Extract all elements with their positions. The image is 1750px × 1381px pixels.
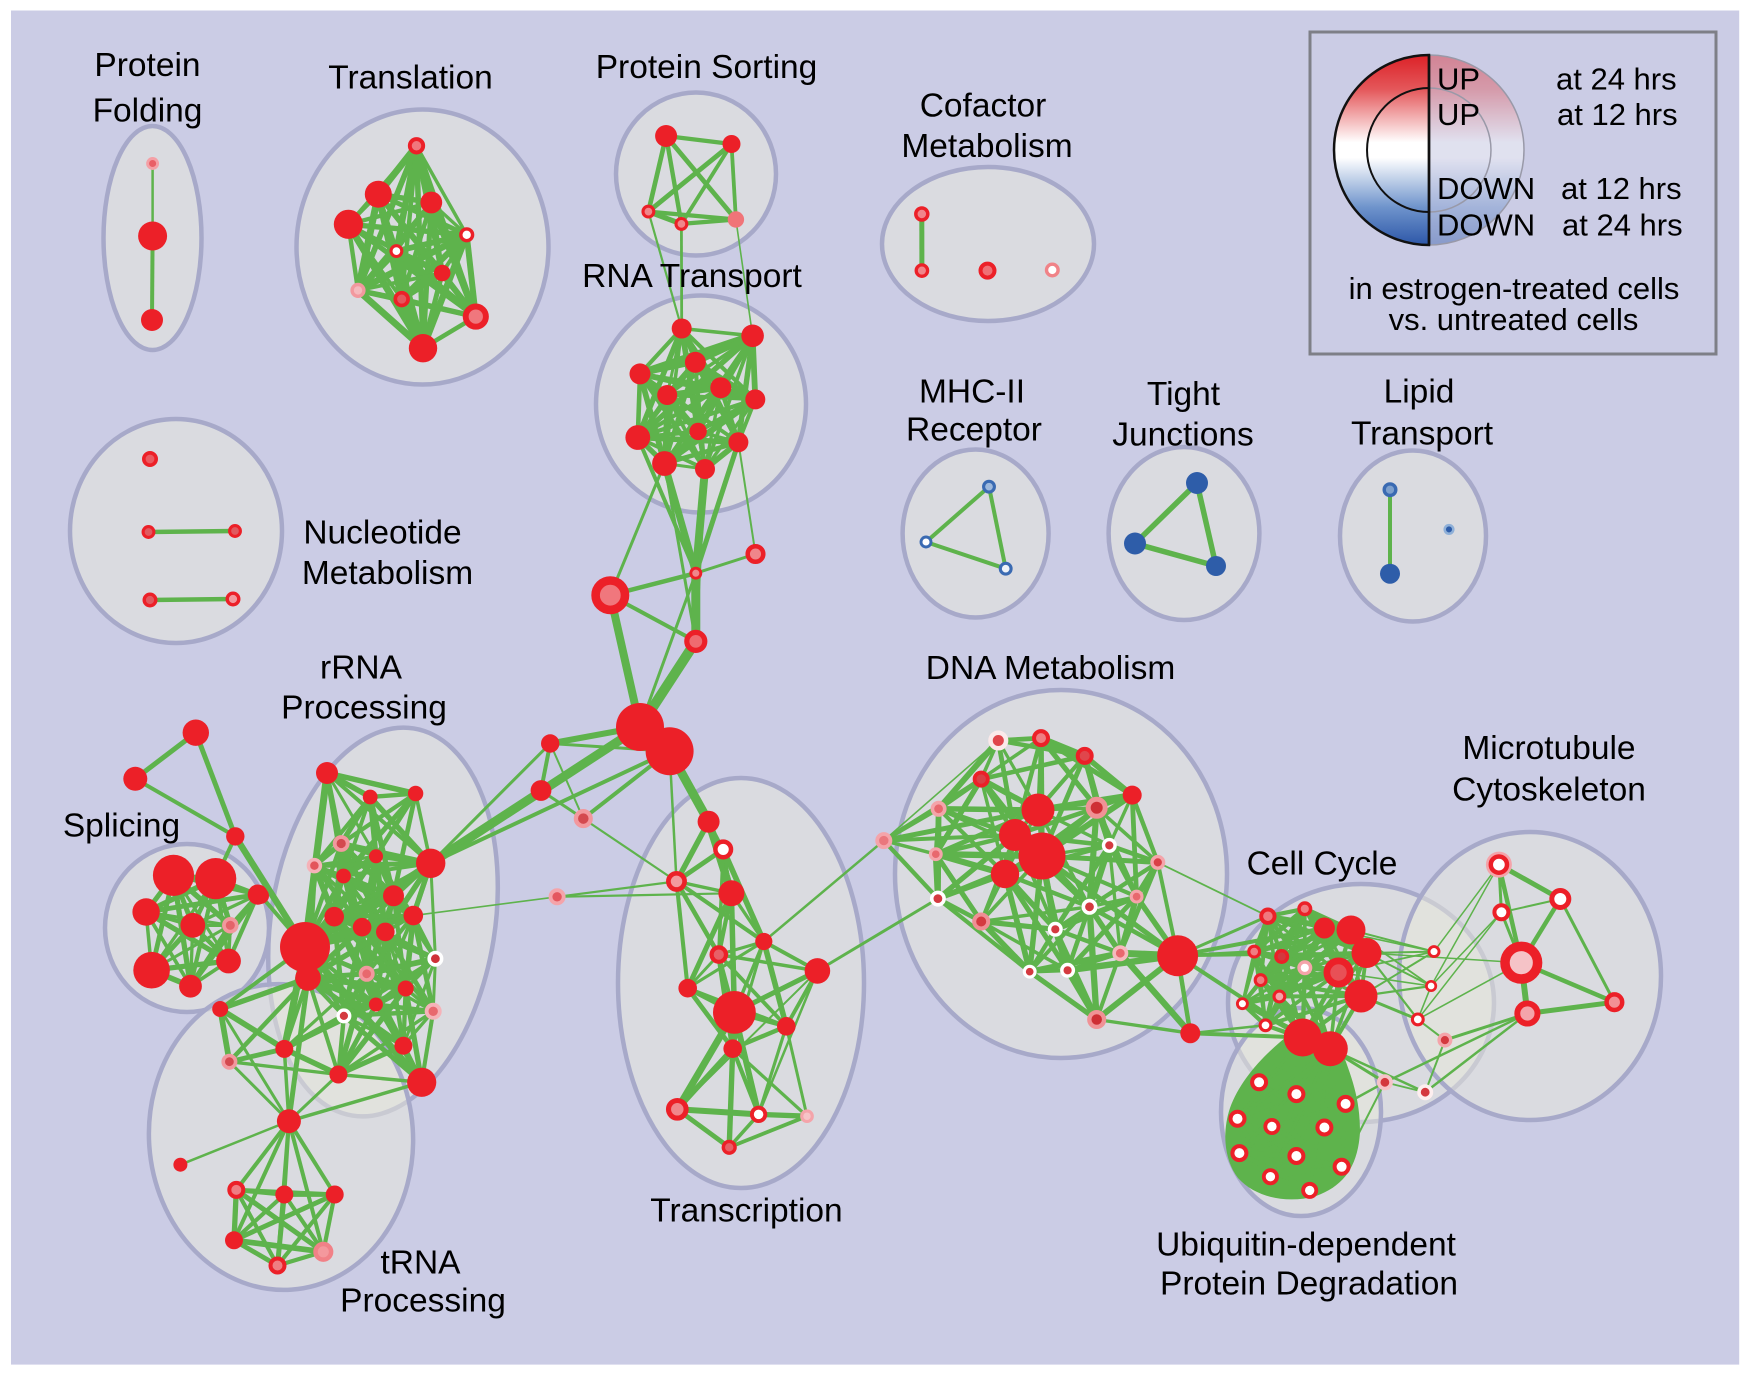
svg-text:Folding: Folding — [93, 93, 203, 130]
svg-text:Transport: Transport — [1351, 416, 1494, 453]
svg-text:UP: UP — [1437, 62, 1480, 97]
svg-text:rRNA: rRNA — [320, 650, 403, 687]
svg-text:MHC-II: MHC-II — [919, 374, 1025, 411]
svg-text:UP: UP — [1437, 97, 1480, 132]
svg-text:at 12 hrs: at 12 hrs — [1557, 97, 1678, 132]
svg-text:Tight: Tight — [1147, 376, 1221, 413]
svg-text:Processing: Processing — [281, 690, 447, 727]
svg-text:DOWN: DOWN — [1437, 171, 1535, 206]
svg-text:Processing: Processing — [340, 1283, 506, 1320]
svg-text:Lipid: Lipid — [1384, 374, 1455, 411]
svg-text:Ubiquitin-dependent: Ubiquitin-dependent — [1156, 1227, 1457, 1264]
svg-text:in estrogen-treated cells: in estrogen-treated cells — [1349, 271, 1680, 306]
svg-text:Nucleotide: Nucleotide — [303, 515, 461, 552]
svg-text:DNA Metabolism: DNA Metabolism — [926, 650, 1175, 687]
svg-text:RNA Transport: RNA Transport — [582, 258, 802, 295]
svg-text:Cell Cycle: Cell Cycle — [1247, 846, 1398, 883]
svg-text:Cytoskeleton: Cytoskeleton — [1452, 772, 1646, 809]
svg-text:Metabolism: Metabolism — [302, 555, 473, 592]
svg-text:Cofactor: Cofactor — [920, 88, 1047, 125]
svg-text:Receptor: Receptor — [906, 412, 1042, 449]
svg-text:at 24 hrs: at 24 hrs — [1556, 62, 1677, 97]
svg-text:Translation: Translation — [328, 60, 492, 97]
svg-text:at 12 hrs: at 12 hrs — [1561, 171, 1682, 206]
svg-text:DOWN: DOWN — [1437, 208, 1535, 243]
svg-text:tRNA: tRNA — [380, 1245, 461, 1282]
svg-text:vs. untreated cells: vs. untreated cells — [1389, 302, 1639, 337]
svg-text:Protein: Protein — [94, 47, 200, 84]
svg-text:at 24 hrs: at 24 hrs — [1562, 208, 1683, 243]
svg-text:Metabolism: Metabolism — [901, 128, 1072, 165]
svg-text:Transcription: Transcription — [650, 1193, 842, 1230]
svg-text:Protein Degradation: Protein Degradation — [1160, 1266, 1458, 1303]
svg-text:Protein Sorting: Protein Sorting — [596, 49, 818, 86]
svg-text:Junctions: Junctions — [1112, 417, 1254, 454]
svg-text:Microtubule: Microtubule — [1462, 730, 1635, 767]
svg-text:Splicing: Splicing — [63, 808, 180, 845]
